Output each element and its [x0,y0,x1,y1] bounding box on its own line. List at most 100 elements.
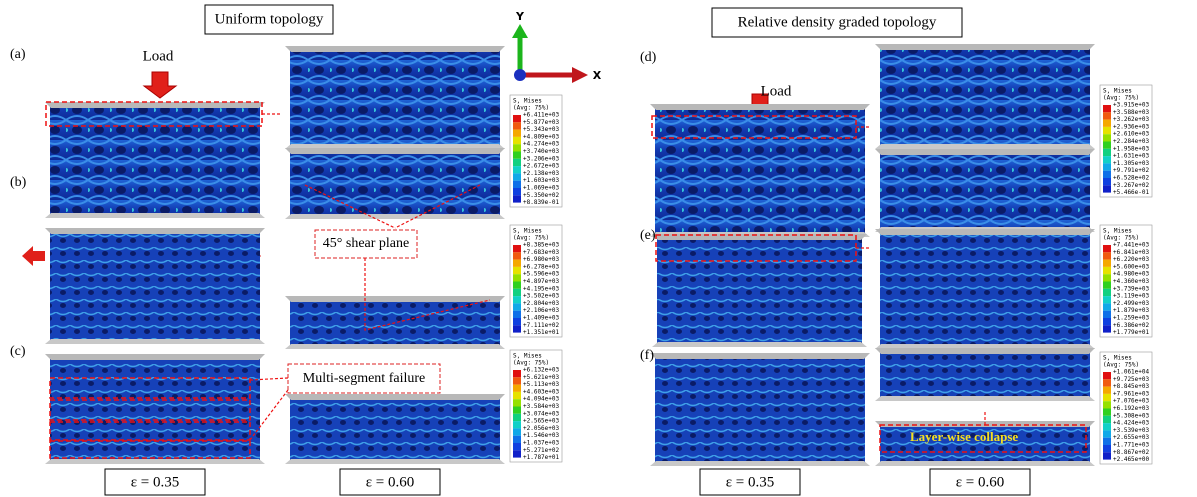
legend-swatch [513,392,521,399]
legend-value: +4.360e+03 [1113,278,1150,285]
loading-plate [285,148,505,154]
annotation: Multi-segment failure [303,371,425,386]
panel-label: (c) [10,344,26,359]
legend-value: +1.631e+03 [1113,153,1150,160]
legend-swatch [1103,185,1111,192]
legend-value: +1.305e+03 [1113,160,1150,167]
specimen [880,153,1090,228]
legend-value: +7.683e+03 [523,249,560,256]
legend-value: +9.725e+03 [1113,376,1150,383]
panel-label: (b) [10,175,27,190]
legend-swatch [513,407,521,414]
legend-swatch [513,260,521,267]
legend-title: S, Mises [513,353,542,360]
legend-value: +5.466e-01 [1113,189,1150,196]
legend-value: +5.877e+03 [523,119,560,126]
y-axis-head [512,24,528,38]
legend-title: S, Mises [1103,355,1132,362]
legend-value: +7.076e+03 [1113,398,1150,405]
loading-plate [285,46,505,52]
legend-swatch [513,181,521,188]
specimen [290,50,500,145]
legend-value: +4.980e+03 [1113,271,1150,278]
legend-value: +3.502e+03 [523,293,560,300]
legend-swatch [1103,289,1111,296]
legend-swatch [513,282,521,289]
legend-swatch [1103,171,1111,178]
legend-value: +1.546e+03 [523,432,560,439]
legend-swatch [1103,387,1111,394]
specimens [45,44,1095,466]
loading-plate [285,344,505,349]
specimen [290,152,500,215]
panel-label: (a) [10,47,26,62]
legend-title: S, Mises [1103,228,1132,235]
loading-plate [875,229,1095,235]
legend-swatch [1103,105,1111,112]
legend-swatch [1103,296,1111,303]
legend-value: +2.804e+03 [523,300,560,307]
legend-value: +3.915e+03 [1113,102,1150,109]
legend-value: +3.740e+03 [523,148,560,155]
legend-swatch [1103,438,1111,445]
legend-value: +8.867e+02 [1113,449,1150,456]
loading-plate [285,394,505,400]
legend-subtitle: (Avg: 75%) [513,105,549,112]
legend-value: +1.259e+03 [1113,315,1150,322]
legend-swatch [1103,178,1111,185]
legend-swatch [513,370,521,377]
legend-swatch [513,245,521,252]
legend-value: +5.271e+02 [523,447,560,454]
legend-value: +5.350e+02 [523,192,560,199]
loading-plate [875,144,1095,149]
specimen [657,238,862,343]
legend-subtitle: (Avg: 75%) [1103,95,1139,102]
annotation: 45° shear plane [323,236,409,251]
legend-value: +3.539e+03 [1113,427,1150,434]
legend-value: +4.897e+03 [523,278,560,285]
legend-subtitle: (Avg: 75%) [1103,362,1139,369]
loading-plate [652,342,867,347]
specimen [880,233,1090,345]
legend-value: +5.308e+03 [1113,412,1150,419]
legend-swatch [513,311,521,318]
legend-swatch [1103,142,1111,149]
legend-value: +2.465e+00 [1113,456,1150,463]
legend-swatch [1103,149,1111,156]
legend-value: +1.771e+03 [1113,442,1150,449]
legend-swatch [513,195,521,202]
legend-value: +6.132e+03 [523,367,560,374]
legend-subtitle: (Avg: 75%) [513,360,549,367]
legend-swatch [513,166,521,173]
legend-value: +6.192e+03 [1113,405,1150,412]
legend-swatch [1103,163,1111,170]
legend-swatch [513,115,521,122]
loading-plate [650,104,870,110]
legend-value: +5.621e+03 [523,374,560,381]
legend-value: +5.113e+03 [523,381,560,388]
legend-swatch [1103,401,1111,408]
legend-value: +4.094e+03 [523,396,560,403]
legend-swatch [1103,112,1111,119]
legend-swatch [1103,423,1111,430]
specimen [290,398,500,460]
legend-swatch [1103,430,1111,437]
legend-swatch [1103,274,1111,281]
legend-swatch [1103,416,1111,423]
legend-swatch [513,318,521,325]
legend-swatch [1103,409,1111,416]
legend-swatch [1103,303,1111,310]
loading-plate [875,348,1095,354]
legend-value: +6.220e+03 [1113,256,1150,263]
figure: Layer-wise collapse 45° shear plane Mult… [0,0,1197,497]
legend-value: +8.839e-01 [523,199,560,206]
legend-value: +2.499e+03 [1113,300,1150,307]
legend-value: +3.584e+03 [523,403,560,410]
legend-value: +7.441e+03 [1113,242,1150,249]
legend-swatch [513,443,521,450]
legend-value: +2.284e+03 [1113,138,1150,145]
legend-value: +2.565e+03 [523,418,560,425]
legend-value: +2.610e+03 [1113,131,1150,138]
specimen [655,357,865,462]
legend-title: S, Mises [513,228,542,235]
